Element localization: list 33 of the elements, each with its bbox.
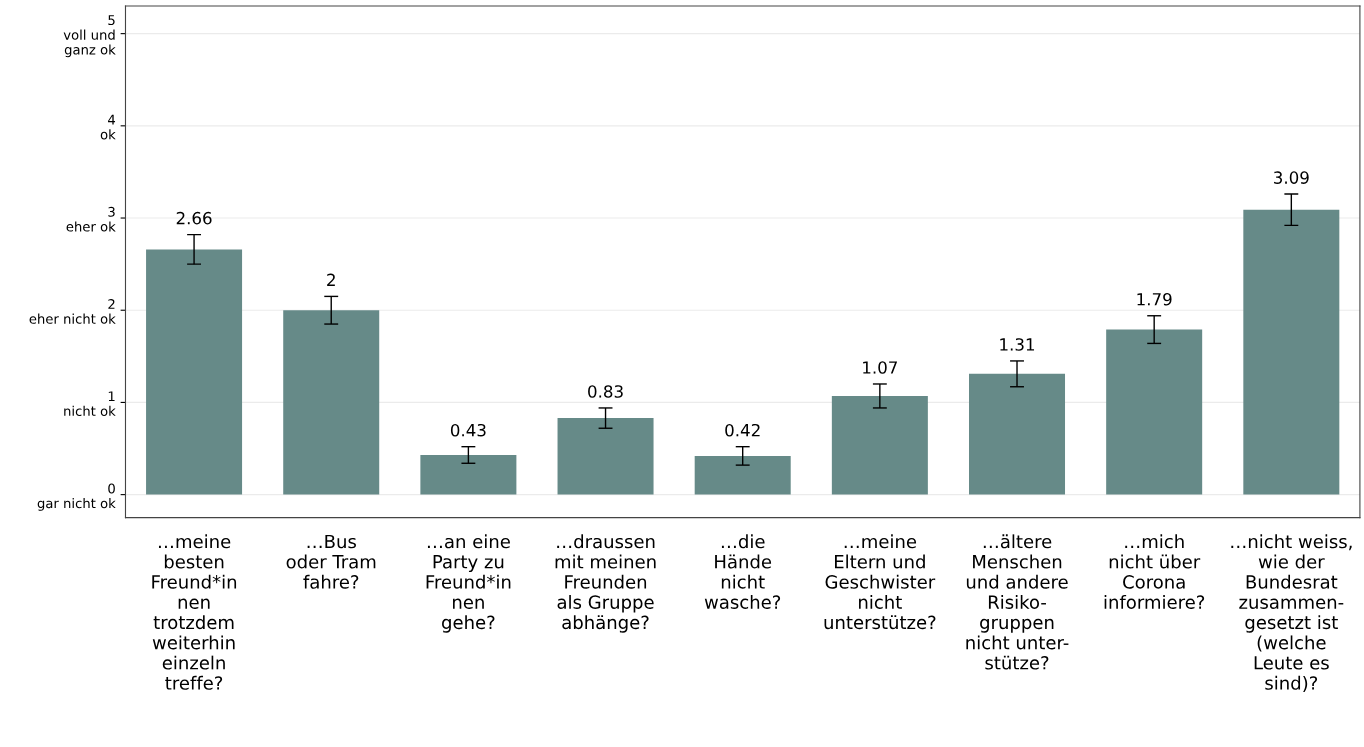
data-label: 3.09 [1274,171,1309,184]
x-tick-label: …mich nicht über Corona informiere? [1104,534,1205,609]
data-label: 0.43 [450,423,486,437]
bar [1106,329,1203,495]
x-tick-label: …meine besten Freund*in nen trotzdem weiterhin einzeln treffe? [152,534,237,690]
x-tick-label: …an eine Party zu Freund*in nen gehe? [426,534,511,633]
y-tick-label: 3 eher ok [66,206,116,232]
x-tick-label: …nicht weiss, wie der Bundesrat zusammen- gesetzt ist (welche Leute es sind)? [1231,534,1352,692]
bar [283,310,380,495]
x-tick-label: …meine Eltern und Geschwister nicht unterstütze? [824,534,936,630]
bar [146,249,243,495]
data-label: 1.31 [1000,338,1035,351]
y-tick-label: 2 eher nicht ok [29,299,116,324]
bar [969,373,1066,495]
y-tick-label: 4 ok [100,114,116,140]
x-tick-label: …draussen mit meinen Freunden als Gruppe abhänge? [555,534,656,633]
data-label: 2 [327,273,335,286]
data-label: 0.83 [588,385,623,398]
data-label: 1.07 [863,361,897,374]
bar [557,418,654,495]
y-tick-label: 0 gar nicht ok [37,483,116,511]
bar [420,454,517,495]
bar [694,455,791,495]
data-label: 0.42 [725,423,760,437]
bar [831,395,928,495]
bar [1243,209,1340,495]
y-tick-label: 5 voll und ganz ok [63,15,116,58]
x-tick-label: …Bus oder Tram fahre? [286,534,376,589]
data-label: 1.79 [1137,292,1172,306]
data-label: 2.66 [176,211,212,225]
x-tick-label: …ältere Menschen und andere Risiko- gruppen nicht unter- stütze? [966,534,1069,670]
y-tick-label: 1 nicht ok [64,391,116,417]
x-tick-label: …die Hände nicht wasche? [704,534,781,609]
